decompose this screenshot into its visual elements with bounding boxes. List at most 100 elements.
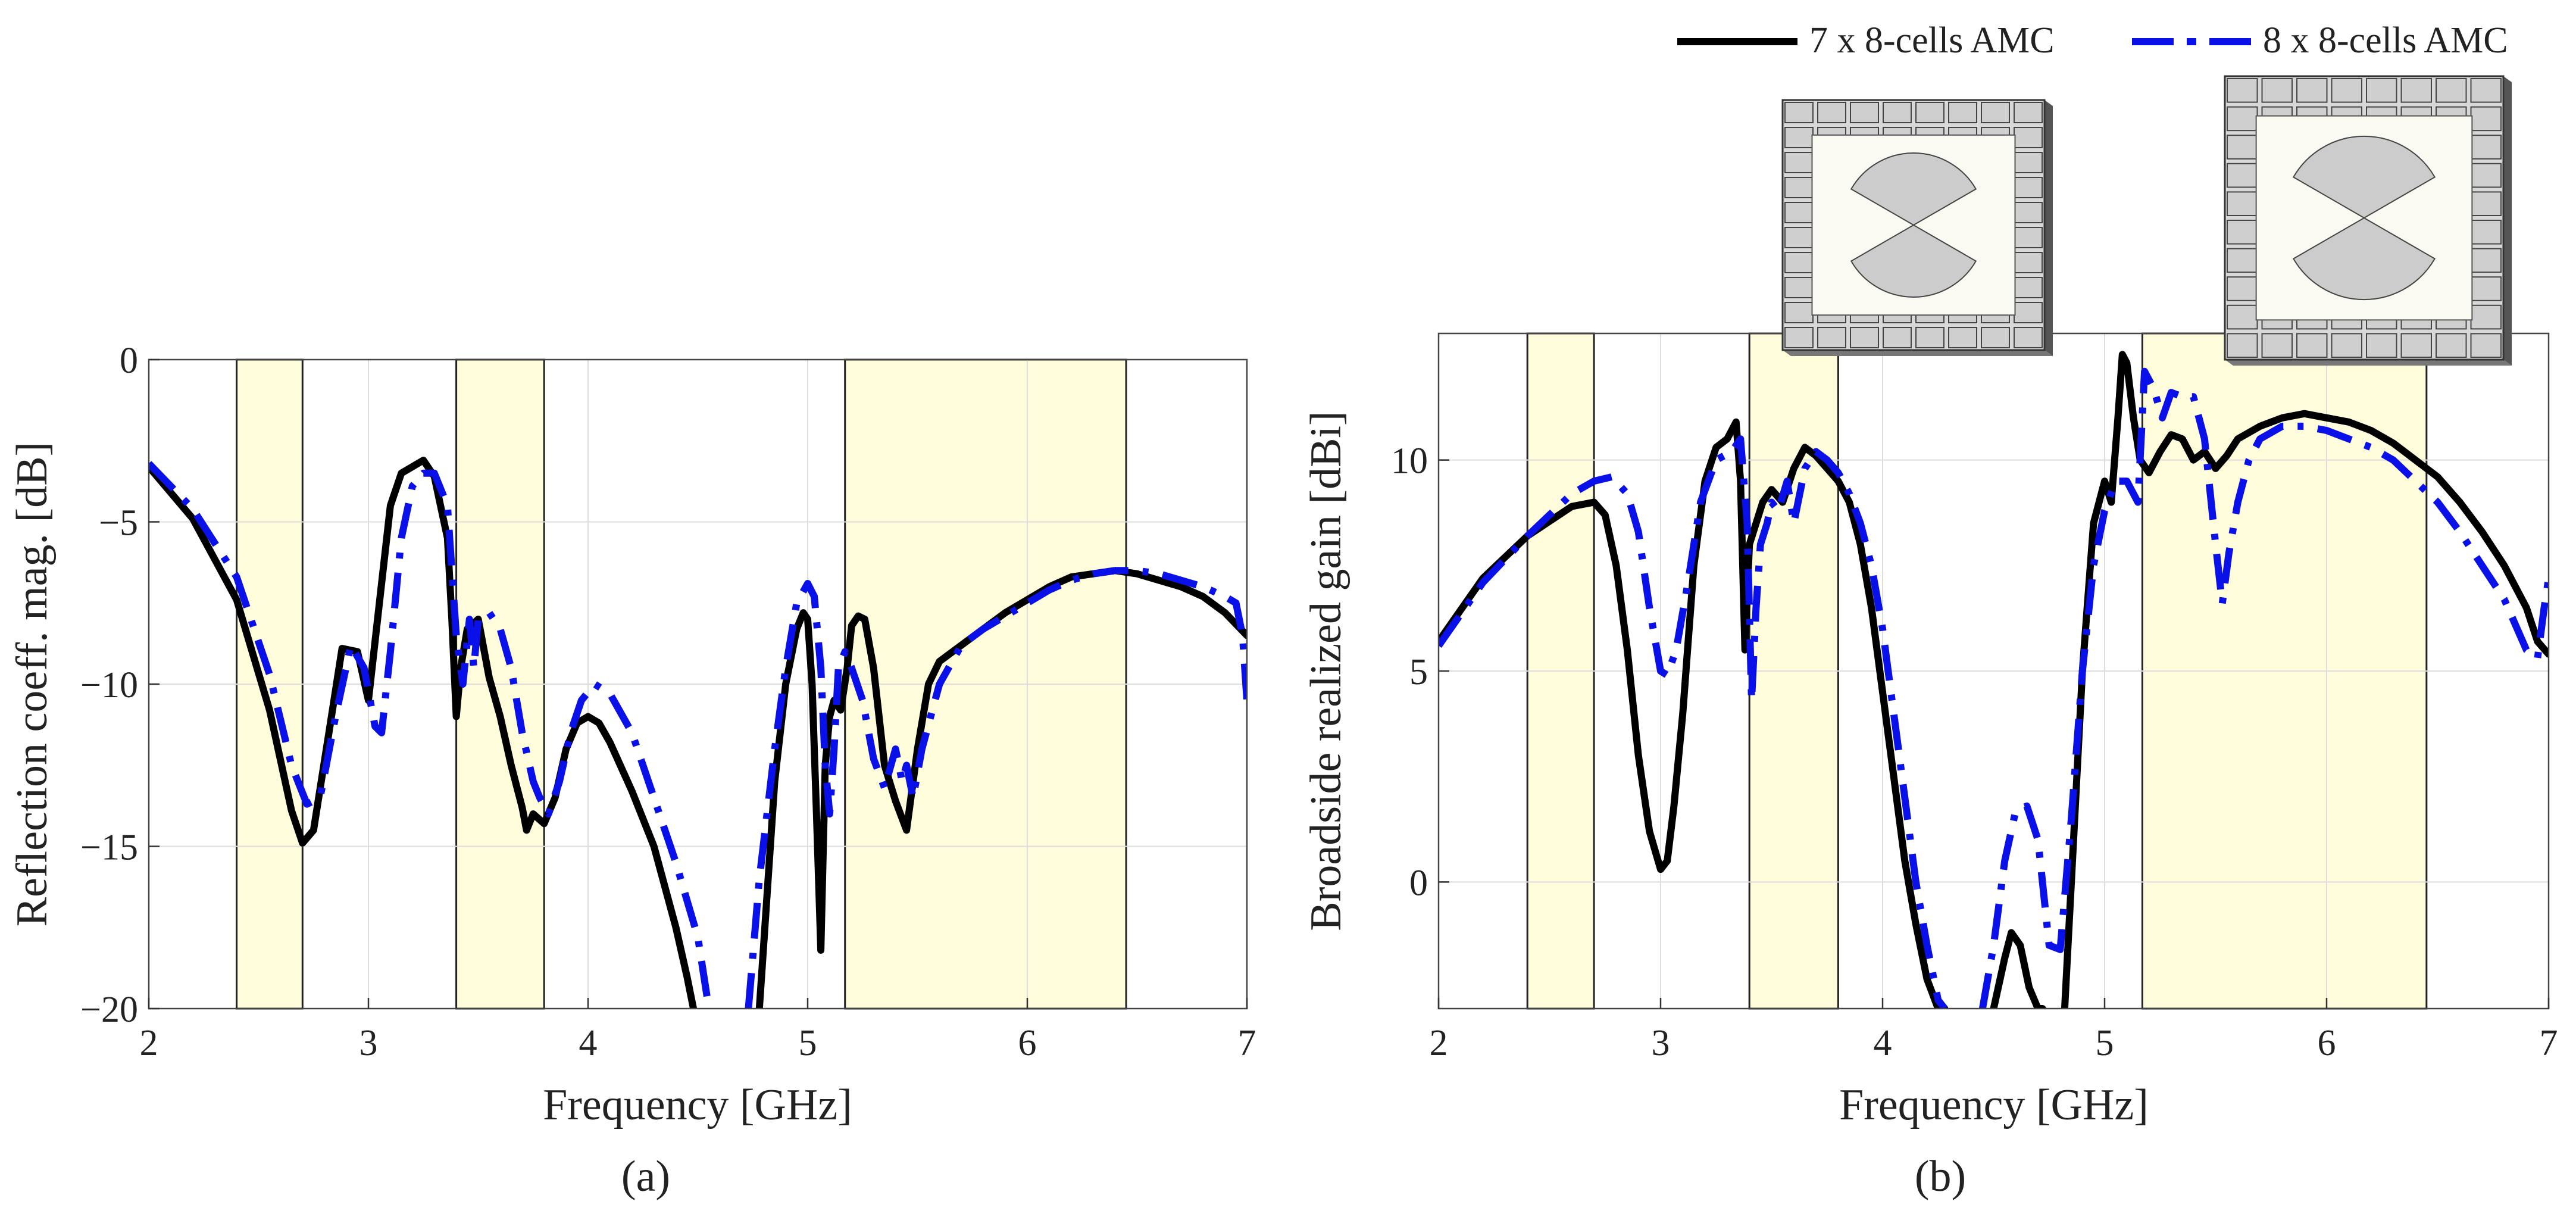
amc8-cell [2470,163,2502,188]
amc8-cell [2227,276,2258,301]
amc7-cell [2014,102,2043,123]
amc7-cell [1817,327,1846,348]
a-y-axis-label: Reflection coeff. mag. [dB] [8,442,57,926]
amc7-cell [1915,327,1944,348]
panel-b-gain-chart: 2 3 4 5 6 7 10 5 0 Frequency [GHz] Broadside rea… [1302,75,2558,1201]
legend: 7 x 8-cells AMC 8 x 8-cells AMC [1677,20,2508,61]
a-x-tick-label-1: 3 [359,1023,378,1063]
amc7-bowtie-top [1850,152,1977,226]
amc8-cell [2470,78,2502,103]
amc7-cell [2014,277,2043,298]
amc7-cell [2014,127,2043,148]
a-series-8x8-line [149,461,1247,1009]
b-x-axis-label: Frequency [GHz] [1839,1081,2149,1129]
amc8-cell [2227,78,2258,103]
amc8-side [2503,76,2512,366]
amc8-cell [2296,78,2328,103]
a-y-tick-label-1: −5 [99,503,138,544]
amc8-cell [2366,78,2397,103]
legend-label-7x8: 7 x 8-cells AMC [1809,20,2055,61]
amc7-cell [1948,102,1977,123]
amc8-bowtie-top [2292,135,2436,219]
a-x-tick-label-5: 7 [1238,1023,1256,1063]
b-x-tick-label-5: 7 [2540,1023,2558,1063]
amc7-cell [1784,102,1814,123]
amc8-cell [2436,333,2467,358]
amc8-cell [2227,163,2258,188]
a-x-tick-label-4: 6 [1018,1023,1037,1063]
amc8-cell [2227,135,2258,160]
amc8-cell [2436,78,2467,103]
amc8-cell [2400,78,2432,103]
amc7-cell [1883,102,1912,123]
a-y-tick-label-3: −15 [80,828,138,868]
amc7-cell [1981,327,2010,348]
amc8-cell [2366,333,2397,358]
amc7-cell [1981,102,2010,123]
legend-label-8x8: 8 x 8-cells AMC [2263,20,2508,61]
b-y-axis-label: Broadside realized gain [dBi] [1302,411,1350,931]
amc7-cell [1784,277,1814,298]
amc7-cell [1883,327,1912,348]
b-x-tick-label-4: 6 [2318,1023,2336,1063]
b-x-tick-label-1: 3 [1652,1023,1670,1063]
amc7-cell [1784,177,1814,198]
amc8-cell [2261,78,2293,103]
amc8-cell [2470,220,2502,245]
amc7-bowtie-bottom [1850,224,1977,298]
panel-a-reflection-chart: 2 3 4 5 6 7 0 −5 −10 −15 −20 Frequency [GHz] Refle… [8,341,1256,1201]
amc8-cell [2227,220,2258,245]
amc8-cell [2296,333,2328,358]
b-x-tick-label-0: 2 [1430,1023,1448,1063]
amc8-cell [2227,191,2258,216]
amc8-cell [2227,333,2258,358]
amc7-cell [2014,227,2043,248]
amc7-cell [1817,102,1846,123]
amc8-cell [2470,304,2502,330]
amc8-bottom-edge [2225,360,2512,366]
panel-b-caption: (b) [1915,1152,1966,1201]
amc8-bowtie-bottom [2292,217,2436,301]
amc7-cell [1784,302,1814,323]
b-y-tick-label-0: 10 [1391,441,1428,482]
b-series-lines [1439,351,2549,1009]
a-series-lines [149,457,1247,1009]
amc7-cell [1948,327,1977,348]
amc8-cell [2331,333,2362,358]
a-x-axis-label: Frequency [GHz] [543,1081,852,1129]
amc7-cell [1784,127,1814,148]
b-series-8x8-line [1439,367,2549,1009]
a-tick-labels: 2 3 4 5 6 7 0 −5 −10 −15 −20 [80,341,1256,1063]
amc8-cell [2470,248,2502,273]
amc8-cell [2261,333,2293,358]
amc7-cell [1784,227,1814,248]
amc7-cell [1915,102,1944,123]
amc-8x8-antenna-illustration [2224,75,2512,366]
a-y-tick-label-2: −10 [80,665,138,706]
amc7-cell [1784,202,1814,223]
amc7-cell [2014,302,2043,323]
amc8-cell [2227,106,2258,132]
b-y-tick-label-2: 0 [1409,863,1428,903]
amc7-cell [2014,252,2043,273]
amc7-cell [1784,252,1814,273]
a-x-tick-label-2: 4 [579,1023,598,1063]
amc7-cell [2014,202,2043,223]
b-y-tick-label-1: 5 [1409,652,1428,692]
amc7-cell [1784,152,1814,173]
amc8-cell [2470,191,2502,216]
amc8-cell [2227,304,2258,330]
amc8-cell [2470,135,2502,160]
amc7-bottom-edge [1783,350,2053,356]
a-y-tick-label-4: −20 [80,990,138,1030]
a-x-tick-label-3: 5 [799,1023,817,1063]
b-tick-labels: 2 3 4 5 6 7 10 5 0 [1391,441,2558,1063]
amc8-cell [2400,333,2432,358]
b-x-tick-label-2: 4 [1874,1023,1892,1063]
amc8-cell [2227,248,2258,273]
b-series-7x8-line [1439,351,2549,1009]
amc7-side [2044,100,2053,356]
amc-7x8-antenna-illustration [1781,99,2053,356]
a-y-tick-label-0: 0 [120,341,138,381]
